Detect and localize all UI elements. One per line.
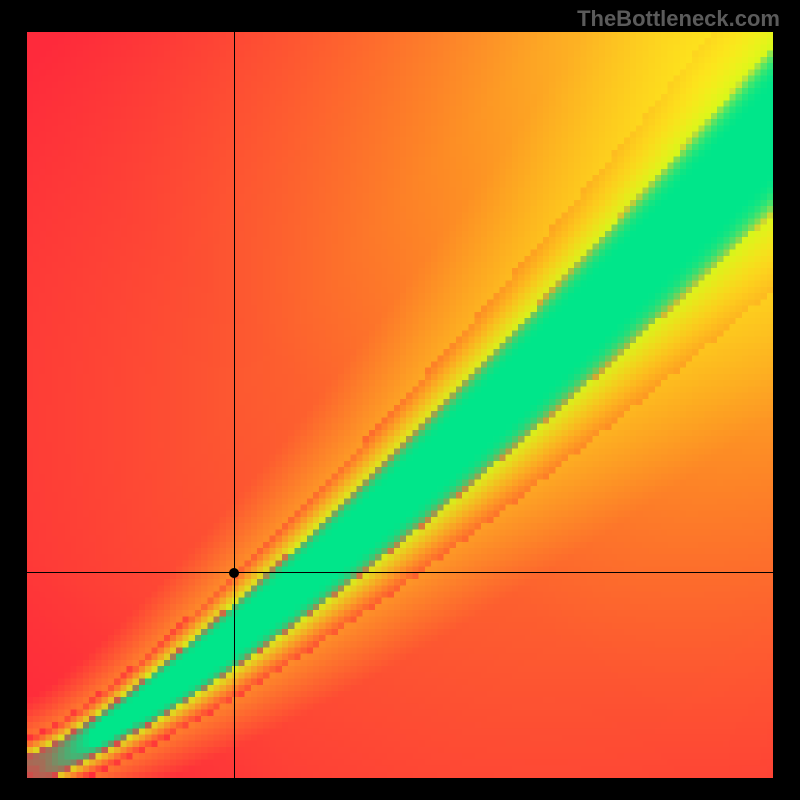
marker-point: [229, 568, 239, 578]
crosshair-horizontal: [27, 572, 773, 573]
watermark-text: TheBottleneck.com: [577, 6, 780, 32]
heatmap-canvas: [27, 32, 773, 778]
chart-container: TheBottleneck.com: [0, 0, 800, 800]
crosshair-vertical: [234, 32, 235, 778]
plot-area: [27, 32, 773, 778]
